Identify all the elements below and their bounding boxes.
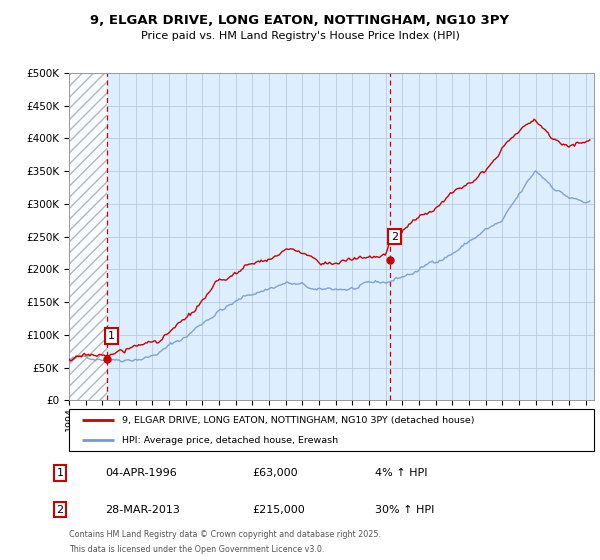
- Text: £63,000: £63,000: [252, 468, 298, 478]
- Text: 9, ELGAR DRIVE, LONG EATON, NOTTINGHAM, NG10 3PY: 9, ELGAR DRIVE, LONG EATON, NOTTINGHAM, …: [91, 14, 509, 27]
- Text: This data is licensed under the Open Government Licence v3.0.: This data is licensed under the Open Gov…: [69, 545, 325, 554]
- Text: 2: 2: [391, 232, 398, 241]
- Text: 2: 2: [56, 505, 64, 515]
- Text: £215,000: £215,000: [252, 505, 305, 515]
- Text: 30% ↑ HPI: 30% ↑ HPI: [375, 505, 434, 515]
- Text: 4% ↑ HPI: 4% ↑ HPI: [375, 468, 427, 478]
- FancyBboxPatch shape: [69, 409, 594, 451]
- Text: 1: 1: [108, 331, 115, 341]
- Text: Contains HM Land Registry data © Crown copyright and database right 2025.: Contains HM Land Registry data © Crown c…: [69, 530, 381, 539]
- Text: 1: 1: [56, 468, 64, 478]
- Text: 28-MAR-2013: 28-MAR-2013: [105, 505, 180, 515]
- Text: Price paid vs. HM Land Registry's House Price Index (HPI): Price paid vs. HM Land Registry's House …: [140, 31, 460, 41]
- Text: HPI: Average price, detached house, Erewash: HPI: Average price, detached house, Erew…: [121, 436, 338, 445]
- Text: 04-APR-1996: 04-APR-1996: [105, 468, 177, 478]
- Text: 9, ELGAR DRIVE, LONG EATON, NOTTINGHAM, NG10 3PY (detached house): 9, ELGAR DRIVE, LONG EATON, NOTTINGHAM, …: [121, 416, 474, 424]
- Bar: [69, 73, 107, 400]
